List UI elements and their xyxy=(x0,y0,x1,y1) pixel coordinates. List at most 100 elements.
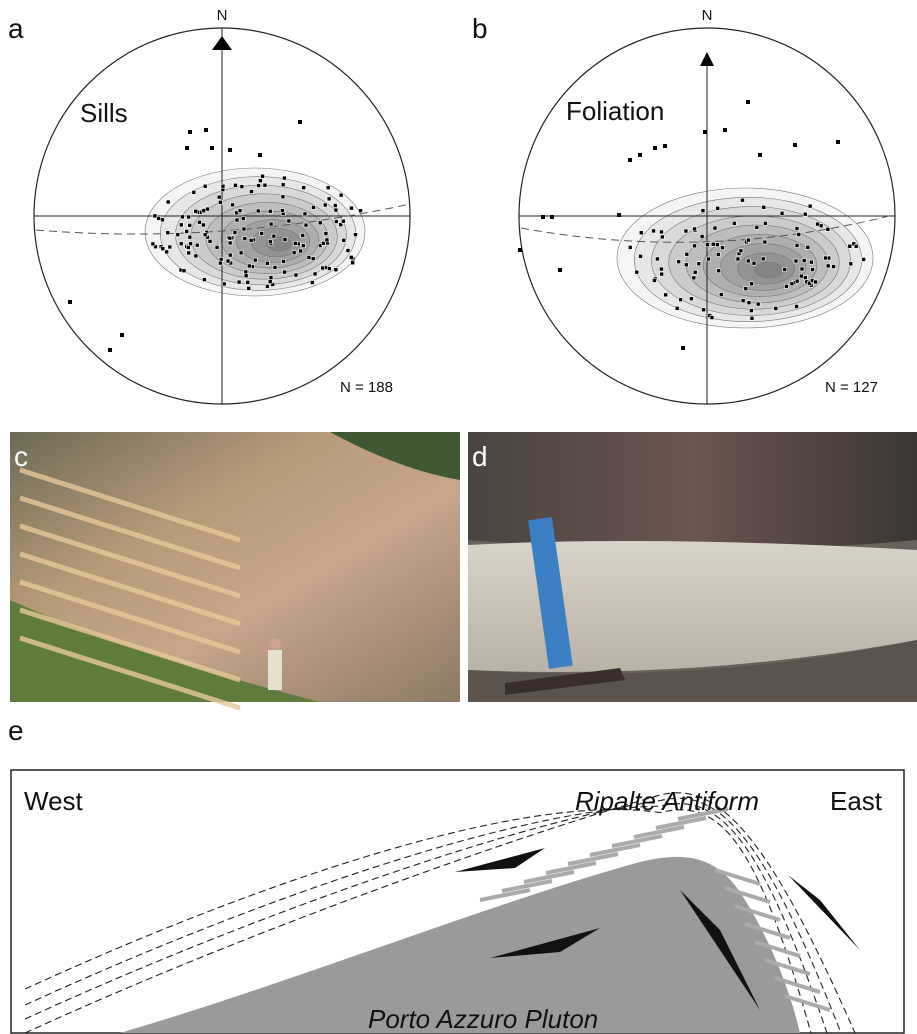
pole xyxy=(811,268,815,272)
pole xyxy=(258,179,262,183)
panel-label: e xyxy=(8,715,24,746)
pole xyxy=(862,257,866,261)
pole xyxy=(752,261,756,265)
pole xyxy=(689,297,693,301)
pole xyxy=(341,219,345,223)
pole xyxy=(663,144,667,148)
pole xyxy=(258,153,262,157)
pole xyxy=(849,262,853,266)
pole xyxy=(342,238,346,242)
pole xyxy=(617,213,621,217)
pole xyxy=(693,244,697,248)
pole xyxy=(351,261,355,265)
pole xyxy=(283,270,287,274)
pole xyxy=(802,259,806,263)
pole xyxy=(246,280,250,284)
pole xyxy=(311,257,315,261)
pole xyxy=(257,184,261,188)
pole xyxy=(221,184,225,188)
pole xyxy=(242,227,246,231)
pole xyxy=(655,257,659,261)
pole xyxy=(783,268,787,272)
pluton-label: Porto Azzuro Pluton xyxy=(368,1004,598,1034)
person xyxy=(269,638,281,650)
north-label: N xyxy=(702,7,713,24)
pole xyxy=(165,250,169,254)
pole xyxy=(261,174,265,178)
pole xyxy=(237,280,241,284)
figure: a N Sills N = 188 b N Foliation N = 127 … xyxy=(0,0,917,1034)
pole xyxy=(313,272,317,276)
pole xyxy=(188,130,192,134)
pole xyxy=(639,231,643,235)
pole xyxy=(182,269,186,273)
pole xyxy=(326,186,330,190)
pole xyxy=(241,217,245,221)
pole xyxy=(256,209,260,213)
pole xyxy=(233,230,237,234)
pole xyxy=(808,204,812,208)
pole xyxy=(799,274,803,278)
pole xyxy=(310,281,314,285)
pole xyxy=(228,148,232,152)
pole xyxy=(231,203,235,207)
pole xyxy=(660,272,664,276)
pole xyxy=(681,346,685,350)
pole xyxy=(652,229,656,233)
person xyxy=(268,650,282,690)
pole xyxy=(234,183,238,187)
pole xyxy=(293,241,297,245)
pole xyxy=(706,243,710,247)
pole xyxy=(794,259,798,263)
pole xyxy=(301,233,305,237)
pole xyxy=(702,308,706,312)
pole xyxy=(166,231,170,235)
pole xyxy=(706,257,710,261)
antiform-label: Ripalte Antiform xyxy=(575,786,759,816)
pole xyxy=(265,284,269,288)
pole xyxy=(244,270,248,274)
pole xyxy=(628,158,632,162)
pole xyxy=(179,242,183,246)
pole xyxy=(541,215,545,219)
pole xyxy=(263,183,267,187)
pole xyxy=(739,249,743,253)
pole xyxy=(208,239,212,243)
pole xyxy=(325,238,329,242)
pole xyxy=(260,231,264,235)
pole xyxy=(272,234,276,238)
pole xyxy=(339,193,343,197)
pole xyxy=(692,276,696,280)
pole xyxy=(518,248,522,252)
pole xyxy=(715,243,719,247)
pole xyxy=(719,293,723,297)
pole xyxy=(824,256,828,260)
pole xyxy=(684,263,688,267)
pole xyxy=(185,146,189,150)
pole xyxy=(803,276,807,280)
pole xyxy=(806,245,810,249)
pole xyxy=(749,309,753,313)
pole xyxy=(758,153,762,157)
pole xyxy=(750,282,754,286)
pole xyxy=(763,240,767,244)
pole xyxy=(168,245,172,249)
pole xyxy=(222,282,226,286)
pole xyxy=(195,243,199,247)
pole xyxy=(187,251,191,255)
pole xyxy=(836,140,840,144)
pole xyxy=(186,245,190,249)
pole xyxy=(299,249,303,253)
pole xyxy=(826,264,830,268)
pole xyxy=(238,209,242,213)
pole xyxy=(281,195,285,199)
pole xyxy=(635,270,639,274)
pole xyxy=(723,128,727,132)
pole xyxy=(189,242,193,246)
pole xyxy=(120,333,124,337)
pole xyxy=(558,268,562,272)
pole xyxy=(346,249,350,253)
pole xyxy=(800,267,804,271)
pole xyxy=(795,226,799,230)
pole xyxy=(334,208,338,212)
